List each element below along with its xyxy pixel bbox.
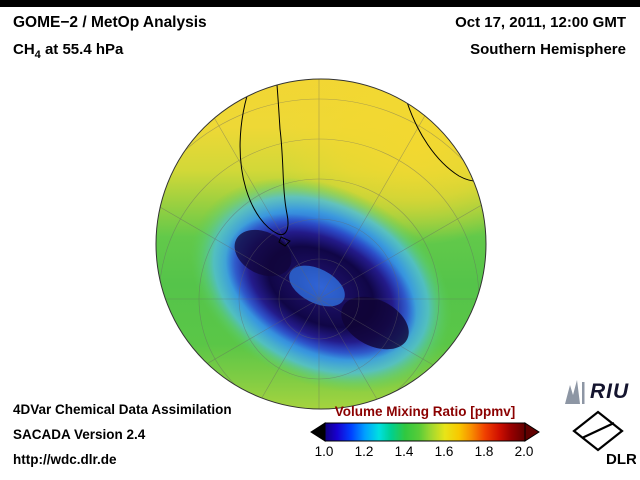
colorbar-tick-labels: 1.0 1.2 1.4 1.6 1.8 2.0 — [0, 444, 640, 460]
top-border — [0, 0, 640, 7]
header-left: GOME−2 / MetOp Analysis CH4 at 55.4 hPa — [13, 14, 207, 61]
colorbar-left-arrow — [310, 422, 326, 442]
molecule-subscript: 4 — [34, 49, 41, 61]
tick-label: 2.0 — [514, 444, 534, 459]
globe-surface — [156, 79, 486, 409]
version-label: SACADA Version 2.4 — [13, 427, 146, 442]
polar-vortex-low-ch4 — [190, 177, 452, 393]
footer-credits: 4DVar Chemical Data Assimilation SACADA … — [13, 402, 232, 477]
pressure-level: at 55.4 hPa — [40, 41, 124, 58]
wdc-url: http://wdc.dlr.de — [13, 452, 117, 467]
tick-label: 1.4 — [394, 444, 414, 459]
riu-logo-text: RIU — [590, 380, 630, 403]
globe-map — [155, 78, 487, 410]
header-right: Oct 17, 2011, 12:00 GMT Southern Hemisph… — [455, 14, 626, 58]
dlr-logo: DLR — [572, 410, 636, 466]
riu-logo: RIU — [563, 378, 635, 406]
molecule-symbol: CH — [13, 41, 35, 58]
assimilation-label: 4DVar Chemical Data Assimilation — [13, 402, 232, 417]
tick-label: 1.0 — [314, 444, 334, 459]
colorbar-gradient — [324, 422, 526, 442]
south-america-outline — [239, 84, 289, 236]
tierra-del-fuego-outline — [278, 236, 291, 247]
species-level-label: CH4 at 55.4 hPa — [13, 41, 207, 61]
colorbar-title: Volume Mixing Ratio [ppmv] — [334, 404, 516, 419]
tick-label: 1.2 — [354, 444, 374, 459]
riu-cathedral-icon — [565, 380, 585, 404]
tick-label: 1.8 — [474, 444, 494, 459]
dlr-emblem-icon — [572, 410, 624, 452]
colorbar — [310, 422, 540, 442]
date-label: Oct 17, 2011, 12:00 GMT — [455, 14, 626, 31]
globe-limb — [155, 78, 487, 410]
dlr-logo-text: DLR — [606, 451, 636, 466]
colorbar-right-arrow — [524, 422, 540, 442]
tick-label: 1.6 — [434, 444, 454, 459]
analysis-title: GOME−2 / MetOp Analysis — [13, 14, 207, 31]
hemisphere-label: Southern Hemisphere — [470, 41, 626, 58]
